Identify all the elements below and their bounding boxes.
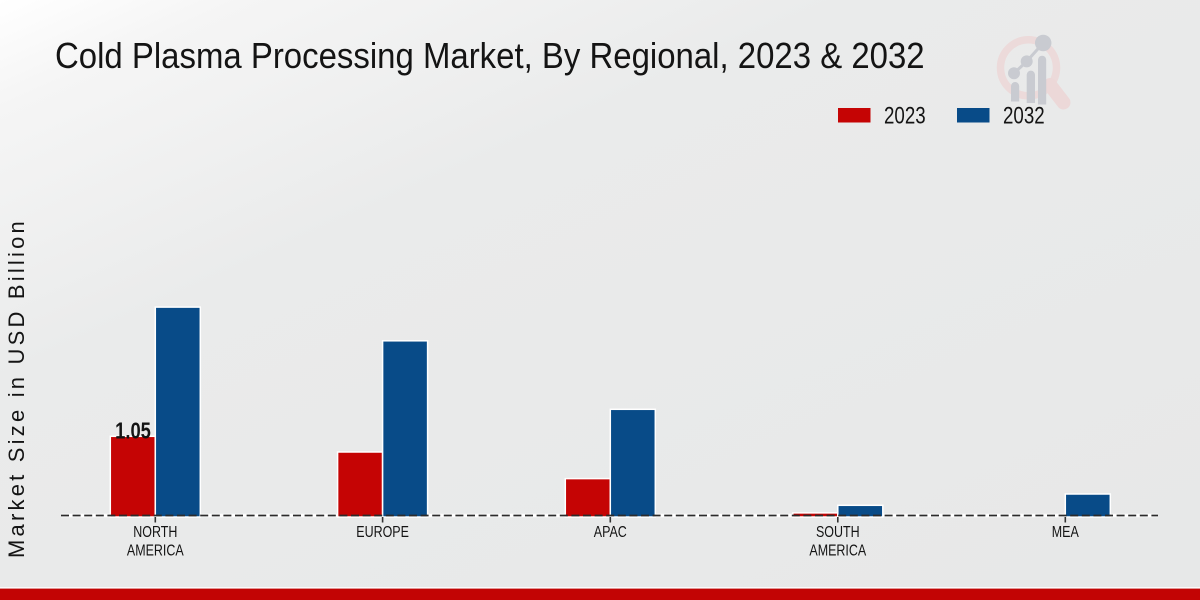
svg-text:Cold Plasma Processing Market,: Cold Plasma Processing Market, By Region… (55, 37, 925, 77)
svg-text:NORTH: NORTH (133, 524, 177, 542)
svg-text:APAC: APAC (594, 524, 627, 542)
svg-text:2023: 2023 (884, 102, 926, 129)
svg-text:AMERICA: AMERICA (127, 542, 184, 560)
svg-text:2032: 2032 (1003, 102, 1045, 129)
svg-text:EUROPE: EUROPE (356, 524, 409, 542)
svg-text:SOUTH: SOUTH (816, 524, 860, 542)
svg-text:MEA: MEA (1052, 524, 1079, 542)
svg-text:1.05: 1.05 (115, 419, 151, 444)
svg-text:AMERICA: AMERICA (809, 542, 866, 560)
svg-text:Market Size in USD Billion: Market Size in USD Billion (4, 218, 29, 558)
